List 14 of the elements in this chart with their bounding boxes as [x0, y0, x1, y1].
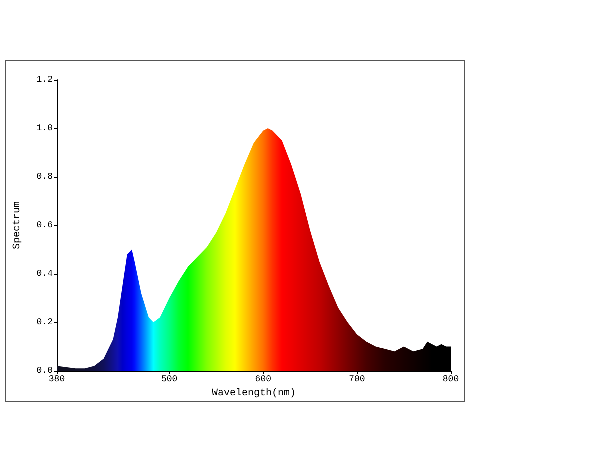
- y-axis-title: Spectrum: [12, 201, 24, 250]
- y-tick-label: 1.2: [36, 75, 53, 85]
- y-tick-label: 0.4: [36, 269, 53, 279]
- x-axis-title: Wavelength(nm): [212, 387, 296, 400]
- x-tick-label: 700: [349, 374, 366, 384]
- x-tick-label: 500: [161, 374, 178, 384]
- y-tick-label: 0.0: [36, 366, 53, 376]
- x-tick-label: 800: [442, 374, 460, 384]
- x-tick-label: 600: [255, 374, 272, 384]
- y-tick-label: 0.6: [36, 220, 53, 230]
- y-tick-label: 0.8: [36, 172, 53, 182]
- y-tick-label: 1.0: [36, 124, 53, 134]
- x-tick-label: 380: [48, 374, 66, 384]
- y-tick-label: 0.2: [36, 318, 53, 328]
